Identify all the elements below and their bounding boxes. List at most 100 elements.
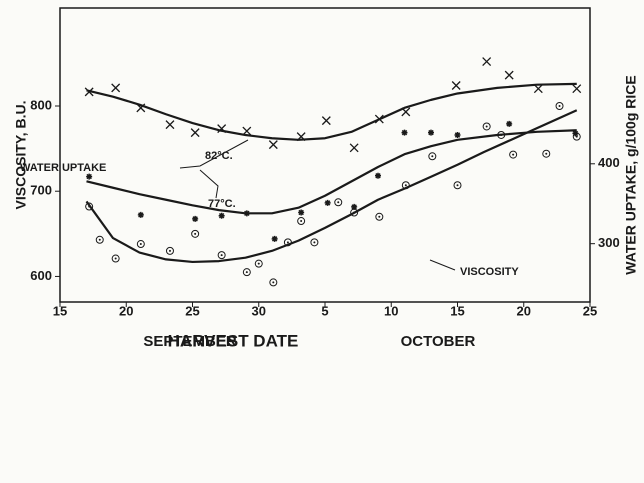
y-tick-label: 800	[30, 97, 52, 112]
ring	[95, 235, 104, 244]
point	[482, 122, 491, 131]
fit-curve	[86, 82, 577, 141]
point	[454, 132, 461, 139]
x-tick-label: 25	[185, 303, 199, 318]
plot-frame	[59, 7, 591, 303]
point	[375, 172, 381, 179]
dot	[220, 254, 223, 257]
point	[349, 143, 359, 153]
point	[428, 152, 437, 161]
cross	[533, 84, 543, 94]
point	[254, 259, 263, 268]
dot	[194, 232, 197, 235]
dot	[431, 155, 434, 158]
x-tick-label: 5	[321, 303, 328, 318]
ring	[334, 198, 343, 207]
asterisk	[192, 215, 199, 222]
ring	[111, 254, 120, 263]
point	[297, 217, 306, 226]
month-label: SEPTEMBER	[143, 333, 237, 350]
arrow	[179, 139, 249, 169]
point	[165, 246, 174, 255]
x-tick-label: 25	[583, 303, 597, 318]
point	[190, 128, 200, 138]
point	[401, 129, 408, 136]
point	[192, 215, 199, 222]
point	[165, 120, 175, 130]
asterisk	[298, 209, 305, 216]
cross	[451, 81, 461, 90]
asterisk	[375, 172, 381, 179]
dot	[337, 201, 340, 204]
x-tick-label: 20	[517, 303, 531, 318]
point	[351, 203, 358, 210]
cross	[268, 140, 278, 150]
y-axis-label: VISCOSITY, B.U.	[13, 101, 29, 210]
dot	[168, 249, 171, 252]
cross	[572, 84, 582, 94]
ring	[542, 149, 551, 158]
y2-tick-label: 400	[598, 155, 620, 170]
point	[269, 278, 278, 287]
dot	[456, 184, 459, 187]
x-tick-label: 15	[450, 303, 464, 318]
dot	[114, 257, 117, 260]
ring	[191, 229, 200, 238]
point	[310, 238, 319, 247]
point	[504, 70, 514, 80]
fit-curve	[85, 109, 578, 264]
point	[86, 173, 93, 180]
point	[217, 251, 226, 260]
cross	[349, 143, 359, 153]
asterisk	[428, 129, 434, 136]
cross	[111, 83, 121, 93]
ring	[310, 238, 319, 247]
point	[95, 235, 104, 244]
point	[428, 129, 434, 136]
ring	[254, 259, 263, 268]
ring	[297, 217, 306, 226]
x-tick-label: 10	[384, 303, 398, 318]
x-tick-label: 20	[119, 303, 133, 318]
dot	[272, 281, 275, 284]
ring	[572, 132, 581, 141]
dot	[378, 215, 381, 218]
point	[298, 209, 305, 216]
point	[324, 199, 331, 206]
point	[572, 84, 582, 94]
point	[242, 268, 251, 277]
point	[137, 211, 144, 218]
dot	[139, 243, 142, 246]
fit-curve	[86, 129, 577, 215]
dot	[257, 262, 260, 265]
arrow	[199, 169, 219, 199]
point	[111, 254, 120, 263]
point	[451, 81, 461, 90]
cross	[504, 70, 514, 80]
annotation: VISCOSITY	[460, 266, 519, 278]
ring	[269, 278, 278, 287]
dot	[485, 125, 488, 128]
asterisk	[137, 211, 144, 218]
point	[533, 84, 543, 94]
dot	[575, 135, 578, 138]
dot	[98, 238, 101, 241]
x-axis-label: HARVEST DATE	[168, 331, 299, 350]
cross	[482, 57, 492, 66]
point	[555, 102, 564, 110]
month-label: OCTOBER	[401, 333, 476, 350]
ring	[453, 181, 462, 190]
point	[218, 212, 225, 219]
ring	[165, 246, 174, 255]
x-tick-label: 30	[252, 303, 266, 318]
ring	[509, 150, 518, 159]
point	[111, 83, 121, 93]
cross	[321, 116, 331, 126]
point	[136, 240, 145, 249]
annotation: 77°C.	[208, 198, 236, 210]
asterisk	[271, 235, 278, 242]
ring	[428, 152, 437, 161]
ring	[242, 268, 251, 277]
asterisk	[324, 199, 331, 206]
